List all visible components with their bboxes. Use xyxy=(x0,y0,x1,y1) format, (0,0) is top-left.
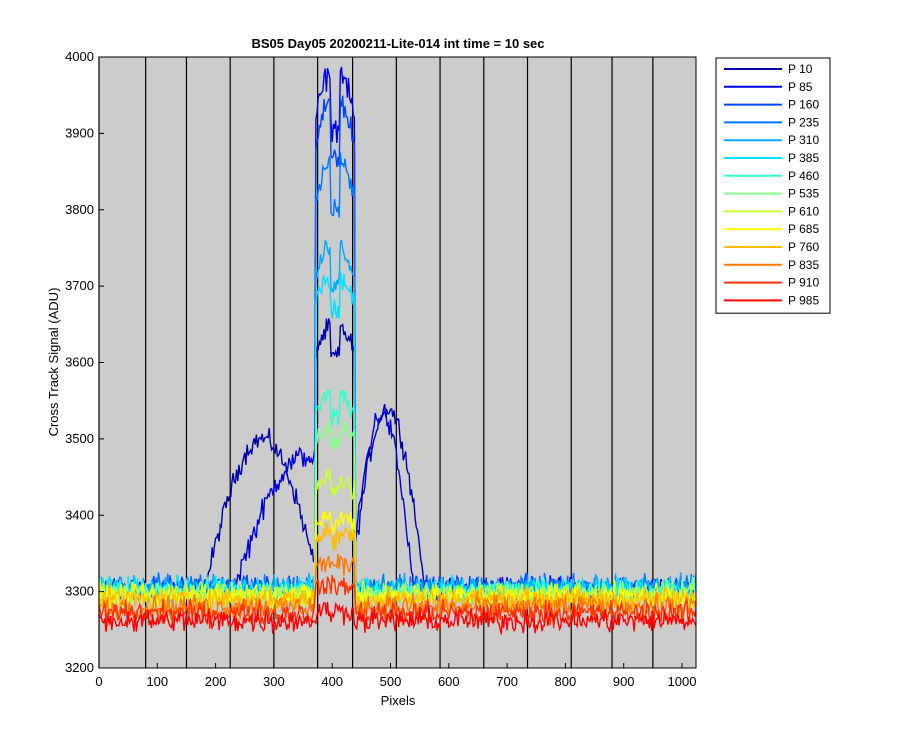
legend-label: P 910 xyxy=(788,276,819,290)
legend: P 10 P 85 P 160 P 235 P 310 P 385 P 460 P 535 P … xyxy=(715,57,831,314)
legend-label: P 310 xyxy=(788,133,819,147)
y-tick-label: 3500 xyxy=(65,431,94,446)
legend-label: P 235 xyxy=(788,115,819,129)
legend-label: P 535 xyxy=(788,187,819,201)
x-tick-label: 1000 xyxy=(668,674,697,689)
x-axis: 0 100 200 300 400 500 600 700 800 900 1000 xyxy=(95,663,696,689)
y-tick-label: 3900 xyxy=(65,125,94,140)
y-tick-label: 3300 xyxy=(65,584,94,599)
y-tick-label: 3600 xyxy=(65,355,94,370)
x-tick-label: 900 xyxy=(613,674,635,689)
y-tick-label: 3200 xyxy=(65,660,94,675)
vertical-lines xyxy=(98,57,654,668)
x-tick-label: 200 xyxy=(205,674,227,689)
y-axis: 3200 3300 3400 3500 3600 3700 3800 3900 4000 xyxy=(65,49,104,675)
x-tick-label: 400 xyxy=(321,674,343,689)
x-tick-label: 500 xyxy=(380,674,402,689)
legend-label: P 610 xyxy=(788,204,819,218)
x-tick-label: 600 xyxy=(438,674,460,689)
x-tick-label: 100 xyxy=(146,674,168,689)
x-tick-label: 0 xyxy=(95,674,102,689)
legend-label: P 460 xyxy=(788,169,819,183)
plot-area xyxy=(99,57,696,668)
legend-label: P 85 xyxy=(788,80,813,94)
y-tick-label: 3400 xyxy=(65,507,94,522)
y-axis-label: Cross Track Signal (ADU) xyxy=(46,288,61,437)
chart-title: BS05 Day05 20200211-Lite-014 int time = … xyxy=(251,36,544,51)
x-axis-label: Pixels xyxy=(381,693,416,708)
x-tick-label: 800 xyxy=(555,674,577,689)
y-tick-label: 3800 xyxy=(65,202,94,217)
legend-label: P 985 xyxy=(788,293,819,307)
series-line xyxy=(99,574,696,629)
y-tick-label: 4000 xyxy=(65,49,94,64)
series-lines xyxy=(99,66,696,635)
x-tick-label: 700 xyxy=(496,674,518,689)
legend-label: P 385 xyxy=(788,151,819,165)
legend-label: P 835 xyxy=(788,258,819,272)
legend-label: P 760 xyxy=(788,240,819,254)
y-tick-label: 3700 xyxy=(65,278,94,293)
series-line xyxy=(99,553,696,624)
series-line xyxy=(99,601,696,635)
legend-label: P 685 xyxy=(788,222,819,236)
legend-box xyxy=(715,57,831,314)
legend-label: P 10 xyxy=(788,62,813,76)
x-tick-label: 300 xyxy=(263,674,285,689)
legend-label: P 160 xyxy=(788,98,819,112)
